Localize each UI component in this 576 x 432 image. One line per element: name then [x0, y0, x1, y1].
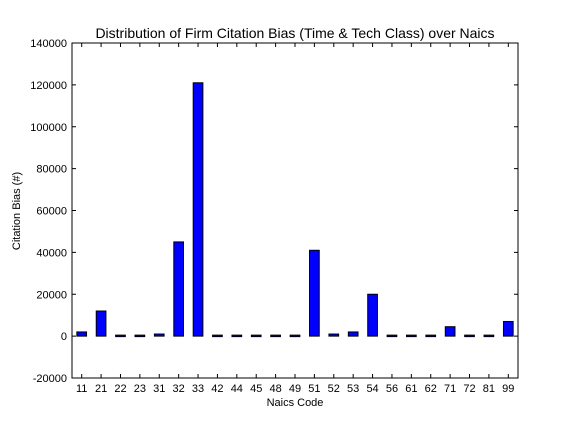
- bar-11: [77, 332, 87, 336]
- bar-54: [368, 294, 378, 336]
- bar-99: [503, 321, 513, 336]
- y-tick-label: 20000: [36, 289, 67, 301]
- bar-48: [271, 335, 281, 337]
- x-tick-label: 44: [231, 383, 243, 395]
- x-tick-label: 56: [386, 383, 398, 395]
- x-tick-label: 32: [173, 383, 185, 395]
- x-tick-label: 11: [76, 383, 87, 395]
- bar-49: [290, 335, 300, 337]
- x-tick-label: 62: [425, 383, 437, 395]
- y-tick-label: 80000: [36, 164, 67, 176]
- x-tick-label: 49: [289, 383, 301, 395]
- bar-31: [154, 334, 164, 336]
- bar-52: [329, 334, 339, 336]
- x-tick-label: 48: [269, 383, 281, 395]
- x-tick-label: 22: [114, 383, 126, 395]
- y-tick-label: 120000: [30, 80, 67, 92]
- x-tick-label: 72: [463, 383, 475, 395]
- y-tick-label: 100000: [30, 122, 67, 134]
- chart-title: Distribution of Firm Citation Bias (Time…: [95, 25, 494, 41]
- x-tick-label: 71: [444, 383, 456, 395]
- y-axis-label: Citation Bias (#): [11, 172, 23, 250]
- x-tick-label: 23: [134, 383, 146, 395]
- bar-72: [465, 335, 475, 337]
- x-tick-label: 61: [405, 383, 417, 395]
- x-tick-label: 51: [308, 383, 320, 395]
- y-tick-label: 0: [61, 331, 67, 343]
- x-tick-label: 81: [483, 383, 495, 395]
- bar-61: [407, 335, 417, 337]
- bar-21: [96, 311, 106, 336]
- bar-32: [174, 242, 184, 336]
- bar-51: [310, 250, 320, 336]
- x-tick-label: 45: [250, 383, 262, 395]
- x-tick-label: 54: [366, 383, 378, 395]
- bar-62: [426, 335, 436, 337]
- bar-71: [445, 327, 455, 336]
- bar-33: [193, 83, 203, 336]
- bar-42: [213, 335, 223, 337]
- x-tick-label: 31: [153, 383, 165, 395]
- y-tick-label: 40000: [36, 247, 67, 259]
- bar-53: [348, 332, 358, 336]
- x-tick-label: 33: [192, 383, 204, 395]
- bar-56: [387, 335, 397, 337]
- bar-44: [232, 335, 242, 337]
- y-tick-label: 140000: [30, 38, 67, 50]
- bar-22: [116, 335, 126, 337]
- x-tick-label: 53: [347, 383, 359, 395]
- x-tick-label: 99: [502, 383, 514, 395]
- x-tick-label: 21: [95, 383, 107, 395]
- x-tick-label: 52: [328, 383, 340, 395]
- bar-45: [251, 335, 261, 337]
- bar-23: [135, 335, 145, 337]
- bar-81: [484, 335, 494, 337]
- y-tick-label: -20000: [33, 373, 67, 385]
- x-tick-label: 42: [211, 383, 223, 395]
- x-axis-label: Naics Code: [267, 397, 324, 409]
- y-tick-label: 60000: [36, 206, 67, 218]
